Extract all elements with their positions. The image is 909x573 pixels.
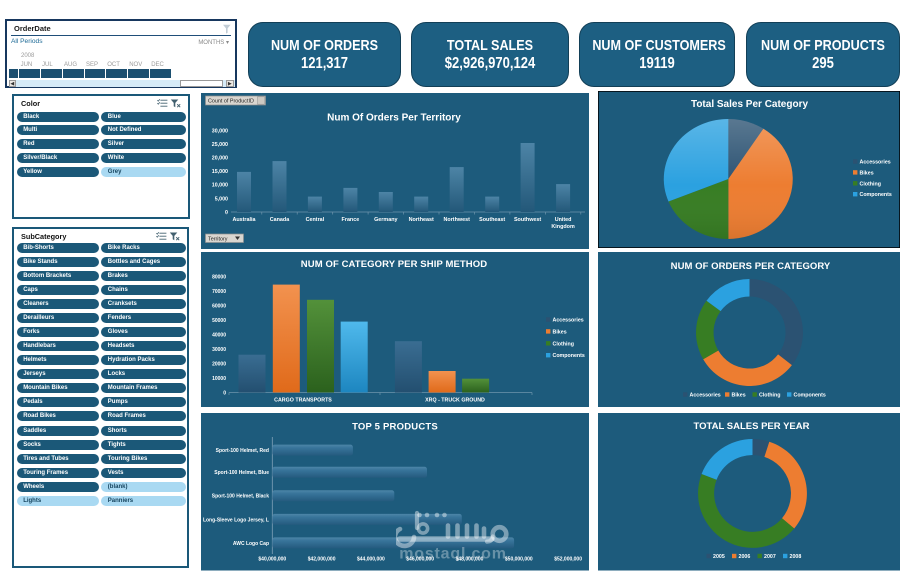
svg-text:Components: Components (794, 393, 826, 399)
svg-text:Clothing: Clothing (759, 393, 780, 399)
svg-text:Components: Components (553, 353, 585, 359)
svg-text:70000: 70000 (212, 289, 226, 295)
svg-text:$48,000,000: $48,000,000 (456, 557, 484, 563)
svg-text:Kingdom: Kingdom (551, 224, 575, 230)
svg-text:$46,000,000: $46,000,000 (406, 557, 434, 563)
svg-text:10000: 10000 (212, 376, 226, 382)
svg-text:CARGO TRANSPORTS: CARGO TRANSPORTS (274, 398, 332, 404)
svg-text:Southwest: Southwest (514, 217, 541, 223)
svg-text:Sport-100 Helmet, Black: Sport-100 Helmet, Black (212, 494, 269, 500)
svg-text:NUM OF ORDERS PER CATEGORY: NUM OF ORDERS PER CATEGORY (671, 261, 831, 272)
svg-text:Clothing: Clothing (860, 181, 881, 187)
svg-text:5,000: 5,000 (215, 196, 228, 202)
svg-text:$50,000,000: $50,000,000 (505, 557, 533, 563)
svg-text:60000: 60000 (212, 303, 226, 309)
svg-text:Sport-100 Helmet, Blue: Sport-100 Helmet, Blue (214, 470, 269, 476)
svg-text:AWC Logo Cap: AWC Logo Cap (233, 541, 269, 547)
svg-text:$52,000,000: $52,000,000 (554, 557, 582, 563)
svg-text:15,000: 15,000 (212, 169, 228, 175)
svg-text:XRQ - TRUCK GROUND: XRQ - TRUCK GROUND (425, 398, 485, 404)
svg-text:0: 0 (223, 390, 226, 396)
svg-text:Components: Components (860, 192, 892, 198)
svg-text:TOTAL SALES PER YEAR: TOTAL SALES PER YEAR (694, 421, 810, 432)
svg-text:25,000: 25,000 (212, 142, 228, 148)
svg-text:30000: 30000 (212, 347, 226, 353)
svg-text:Australia: Australia (232, 217, 256, 223)
svg-text:Germany: Germany (374, 217, 397, 223)
svg-text:Accessories: Accessories (860, 160, 891, 166)
svg-text:Southeast: Southeast (479, 217, 505, 223)
svg-text:2005: 2005 (713, 554, 725, 560)
svg-text:United: United (555, 217, 572, 223)
svg-text:Count of ProductID: Count of ProductID (208, 99, 254, 105)
svg-text:$42,000,000: $42,000,000 (308, 557, 336, 563)
svg-text:20,000: 20,000 (212, 156, 228, 162)
svg-text:Territory: Territory (208, 236, 228, 242)
svg-text:10,000: 10,000 (212, 183, 228, 189)
svg-text:Long-Sleeve Logo Jersey, L: Long-Sleeve Logo Jersey, L (203, 517, 269, 523)
svg-text:Bikes: Bikes (553, 329, 567, 335)
svg-text:80000: 80000 (212, 274, 226, 280)
svg-text:TOP 5 PRODUCTS: TOP 5 PRODUCTS (352, 422, 438, 433)
svg-text:Accessories: Accessories (690, 393, 721, 399)
svg-text:Canada: Canada (270, 217, 290, 223)
svg-text:Bikes: Bikes (732, 393, 746, 399)
svg-text:Accessories: Accessories (553, 318, 584, 324)
svg-text:Central: Central (306, 217, 325, 223)
svg-text:NUM OF CATEGORY PER SHIP METHO: NUM OF CATEGORY PER SHIP METHOD (301, 259, 487, 270)
svg-text:20000: 20000 (212, 361, 226, 367)
svg-text:30,000: 30,000 (212, 129, 228, 135)
svg-text:France: France (342, 217, 360, 223)
svg-text:2007: 2007 (764, 554, 776, 560)
svg-text:Clothing: Clothing (553, 341, 574, 347)
svg-text:Sport-100 Helmet, Red: Sport-100 Helmet, Red (216, 448, 269, 454)
svg-text:Northwest: Northwest (444, 217, 471, 223)
svg-text:Bikes: Bikes (860, 170, 874, 176)
svg-text:mostaql.com: mostaql.com (399, 546, 507, 562)
svg-text:40000: 40000 (212, 332, 226, 338)
svg-text:$40,000,000: $40,000,000 (258, 557, 286, 563)
svg-text:2006: 2006 (739, 554, 751, 560)
svg-text:Num Of Orders Per Territory: Num Of Orders Per Territory (327, 113, 461, 124)
svg-text:Total Sales Per Category: Total Sales Per Category (691, 99, 809, 110)
svg-text:Northeast: Northeast (409, 217, 434, 223)
svg-text:$44,000,000: $44,000,000 (357, 557, 385, 563)
svg-text:50000: 50000 (212, 318, 226, 324)
svg-text:2008: 2008 (790, 554, 802, 560)
